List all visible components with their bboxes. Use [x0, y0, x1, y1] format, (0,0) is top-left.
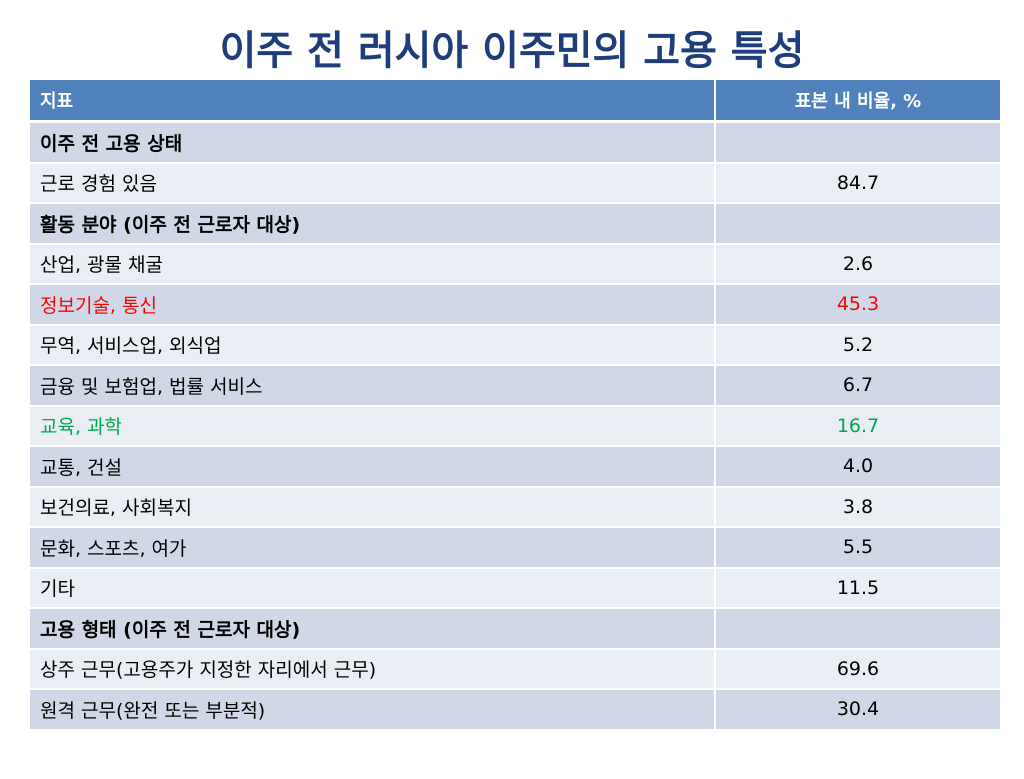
table-row: 상주 근무(고용주가 지정한 자리에서 근무) 69.6 [30, 648, 1000, 690]
row-label: 교육, 과학 [30, 405, 716, 447]
employment-table: 지표 표본 내 비율, % 이주 전 고용 상태 근로 경험 있음 84.7 활동 분… [30, 80, 1000, 731]
section-label: 고용 형태 (이주 전 근로자 대상) [30, 608, 716, 650]
row-value: 6.7 [715, 365, 1000, 407]
row-value: 16.7 [715, 405, 1000, 447]
row-label: 상주 근무(고용주가 지정한 자리에서 근무) [30, 648, 716, 690]
row-label: 근로 경험 있음 [30, 162, 716, 204]
row-value: 45.3 [715, 284, 1000, 326]
row-label: 정보기술, 통신 [30, 284, 716, 326]
row-label: 산업, 광물 채굴 [30, 243, 716, 285]
row-value: 11.5 [715, 567, 1000, 609]
section-label: 이주 전 고용 상태 [30, 121, 716, 164]
row-label: 보건의료, 사회복지 [30, 486, 716, 528]
table-section-row: 이주 전 고용 상태 [30, 121, 1000, 164]
table-row: 보건의료, 사회복지 3.8 [30, 486, 1000, 528]
table-body: 이주 전 고용 상태 근로 경험 있음 84.7 활동 분야 (이주 전 근로자 대상… [30, 121, 1000, 731]
table-row: 무역, 서비스업, 외식업 5.2 [30, 324, 1000, 366]
row-value [715, 203, 1000, 245]
row-value: 3.8 [715, 486, 1000, 528]
table-row: 문화, 스포츠, 여가 5.5 [30, 527, 1000, 569]
table-section-row: 활동 분야 (이주 전 근로자 대상) [30, 203, 1000, 245]
row-value: 2.6 [715, 243, 1000, 285]
table-row: 교통, 건설 4.0 [30, 446, 1000, 488]
row-value [715, 608, 1000, 650]
row-label: 기타 [30, 567, 716, 609]
table-row: 기타 11.5 [30, 567, 1000, 609]
row-value: 30.4 [715, 689, 1000, 731]
page-title: 이주 전 러시아 이주민의 고용 특성 [219, 28, 805, 74]
table-row: 근로 경험 있음 84.7 [30, 162, 1000, 204]
row-label: 교통, 건설 [30, 446, 716, 488]
table-row: 금융 및 보험업, 법률 서비스 6.7 [30, 365, 1000, 407]
row-label: 무역, 서비스업, 외식업 [30, 324, 716, 366]
section-label: 활동 분야 (이주 전 근로자 대상) [30, 203, 716, 245]
row-value [715, 121, 1000, 164]
table-section-row: 고용 형태 (이주 전 근로자 대상) [30, 608, 1000, 650]
row-value: 4.0 [715, 446, 1000, 488]
row-label: 문화, 스포츠, 여가 [30, 527, 716, 569]
table-row: 정보기술, 통신 45.3 [30, 284, 1000, 326]
row-value: 84.7 [715, 162, 1000, 204]
table-header-row: 지표 표본 내 비율, % [30, 80, 1000, 123]
row-label: 금융 및 보험업, 법률 서비스 [30, 365, 716, 407]
table-row: 교육, 과학 16.7 [30, 405, 1000, 447]
row-value: 5.2 [715, 324, 1000, 366]
table-row: 산업, 광물 채굴 2.6 [30, 243, 1000, 285]
table-row: 원격 근무(완전 또는 부분적) 30.4 [30, 689, 1000, 731]
row-value: 69.6 [715, 648, 1000, 690]
row-label: 원격 근무(완전 또는 부분적) [30, 689, 716, 731]
row-value: 5.5 [715, 527, 1000, 569]
column-header-indicator: 지표 [30, 80, 716, 123]
column-header-share: 표본 내 비율, % [715, 80, 1000, 123]
